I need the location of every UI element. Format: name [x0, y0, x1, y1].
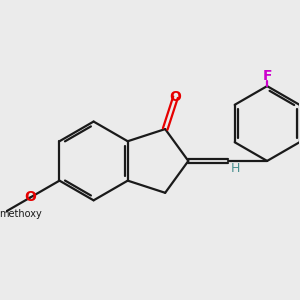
Text: O: O [25, 190, 36, 204]
Text: F: F [262, 70, 272, 83]
Text: H: H [231, 162, 240, 175]
Text: O: O [169, 90, 181, 104]
Text: methoxy: methoxy [0, 209, 42, 219]
